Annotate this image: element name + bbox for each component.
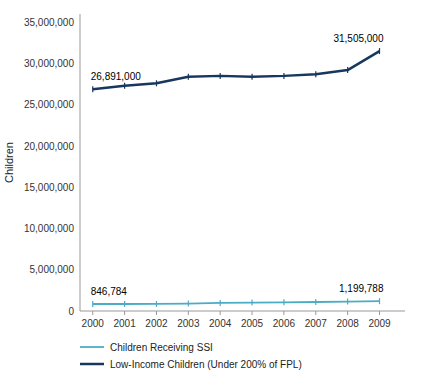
series-line [93, 301, 380, 304]
point-marker [92, 86, 93, 92]
x-tick [92, 311, 93, 315]
legend-entry: Children Receiving SSI [110, 342, 213, 353]
chart: 0 5,000,000 10,000,000 15,000,000 20,000,000… [0, 0, 421, 389]
x-tick [124, 311, 125, 315]
y-axis-line [80, 14, 81, 311]
point-marker [188, 301, 189, 307]
x-tick [347, 311, 348, 315]
y-tick-label: 20,000,000 [24, 141, 74, 152]
point-marker [379, 298, 380, 304]
legend-entry: Low-Income Children (Under 200% of FPL) [110, 359, 302, 370]
y-tick-label: 30,000,000 [24, 58, 74, 69]
x-tick-label: 2002 [145, 318, 168, 329]
x-tick [156, 311, 157, 315]
point-marker [347, 67, 348, 73]
legend-swatch [80, 346, 104, 348]
x-tick [283, 311, 284, 315]
point-marker [156, 301, 157, 307]
x-tick [220, 311, 221, 315]
point-marker [283, 73, 284, 79]
point-marker [124, 83, 125, 89]
x-tick [188, 311, 189, 315]
point-marker [283, 299, 284, 305]
annotation: 31,505,000 [333, 33, 383, 44]
point-marker [251, 74, 252, 80]
point-marker [220, 300, 221, 306]
point-marker [92, 301, 93, 307]
x-tick-label: 2003 [177, 318, 200, 329]
legend-swatch [80, 363, 104, 366]
x-tick [379, 311, 380, 315]
x-tick [315, 311, 316, 315]
x-tick [252, 311, 253, 315]
point-marker [124, 301, 125, 307]
y-tick-label: 10,000,000 [24, 223, 74, 234]
y-tick-label: 5,000,000 [30, 264, 75, 275]
point-marker [315, 299, 316, 305]
x-tick-label: 2009 [368, 318, 391, 329]
point-marker [251, 300, 252, 306]
series-line [93, 51, 380, 89]
point-marker [347, 299, 348, 305]
x-tick-label: 2001 [113, 318, 136, 329]
point-marker [220, 73, 221, 79]
y-tick-label: 0 [68, 306, 74, 317]
plot-area [93, 48, 380, 307]
x-tick-label: 2007 [305, 318, 328, 329]
point-marker [315, 71, 316, 77]
x-tick-label: 2005 [241, 318, 264, 329]
annotation: 26,891,000 [91, 71, 141, 82]
point-marker [379, 48, 380, 54]
y-tick-label: 35,000,000 [24, 17, 74, 28]
y-tick-label: 25,000,000 [24, 99, 74, 110]
x-tick-label: 2000 [82, 318, 105, 329]
x-axis-line [80, 311, 405, 312]
y-tick-label: 15,000,000 [24, 182, 74, 193]
point-marker [156, 80, 157, 86]
x-tick-label: 2004 [209, 318, 232, 329]
annotation: 846,784 [91, 286, 128, 297]
y-axis-label: Children [3, 142, 15, 183]
x-tick-label: 2008 [337, 318, 360, 329]
point-marker [188, 74, 189, 80]
x-tick-label: 2006 [273, 318, 296, 329]
annotation: 1,199,788 [339, 283, 384, 294]
